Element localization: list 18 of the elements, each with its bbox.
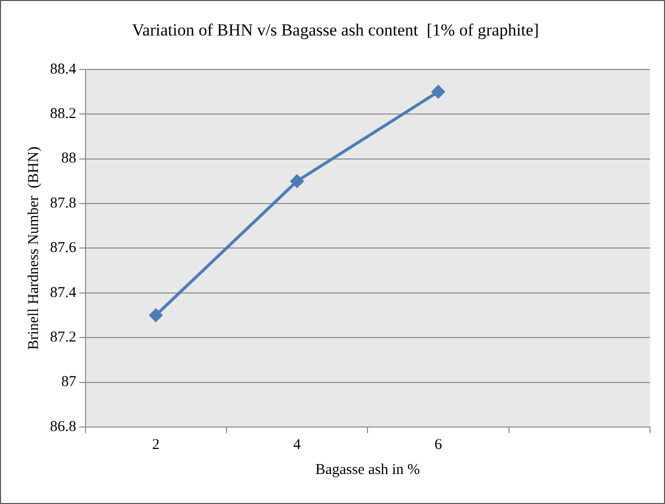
y-tick-label: 88.4 xyxy=(50,61,77,78)
y-tick-label: 87.2 xyxy=(50,330,76,346)
point xyxy=(290,174,304,188)
y-tick-label: 87.8 xyxy=(50,195,76,212)
x-axis-title: Bagasse ash in % xyxy=(315,462,420,478)
y-tick-label: 87.6 xyxy=(50,240,77,256)
y-axis-title: Brinell Hardness Number (BHN) xyxy=(26,146,42,350)
x-tick-label: 6 xyxy=(434,436,442,453)
point xyxy=(149,308,162,322)
y-tick-label: 87.4 xyxy=(50,284,77,301)
x-tick-label: 2 xyxy=(152,436,160,453)
x-tick-label: 4 xyxy=(293,436,302,453)
y-tick-label: 87 xyxy=(61,374,77,390)
chart-title: Variation of BHN v/s Bagasse ash content [1% of graphite] xyxy=(132,20,539,40)
y-tick-label: 88.2 xyxy=(50,106,76,122)
y-tick-label: 88 xyxy=(61,150,76,167)
point xyxy=(432,85,445,98)
y-tick-label: 86.8 xyxy=(50,418,76,435)
